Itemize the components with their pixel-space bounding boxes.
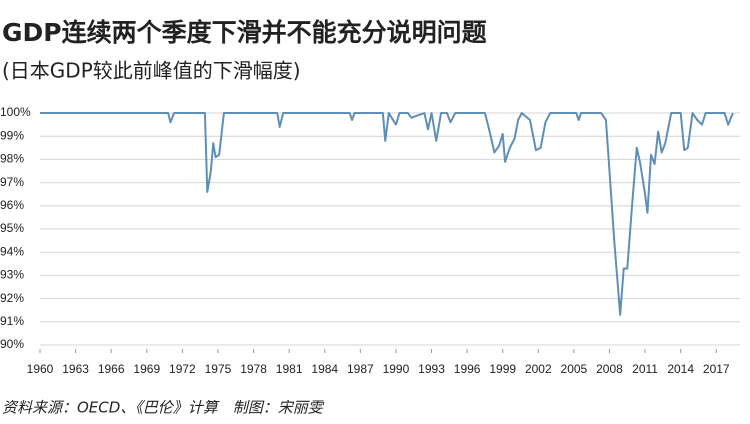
x-tick-label: 2011 (632, 362, 658, 376)
x-tick-label: 1990 (383, 362, 410, 376)
x-tick-label: 2017 (703, 362, 730, 376)
y-tick-label: 95% (0, 221, 24, 235)
x-tick-label: 2002 (525, 362, 552, 376)
x-tick-label: 1987 (347, 362, 374, 376)
x-tick-label: 1966 (98, 362, 125, 376)
x-tick-label: 1960 (27, 362, 54, 376)
x-tick-label: 1996 (454, 362, 481, 376)
x-tick-label: 1975 (205, 362, 232, 376)
x-tick-label: 1969 (133, 362, 160, 376)
x-tick-label: 1999 (489, 362, 516, 376)
x-tick-label: 2008 (596, 362, 623, 376)
x-tick-label: 1981 (276, 362, 303, 376)
x-tick-label: 1993 (418, 362, 445, 376)
y-tick-label: 91% (0, 314, 24, 328)
y-tick-label: 94% (0, 244, 24, 258)
y-tick-label: 90% (0, 337, 24, 351)
x-tick-label: 1978 (240, 362, 267, 376)
source-note: 资料来源：OECD、《巴伦》计算 制图：宋丽雯 (2, 399, 325, 417)
x-tick-label: 1963 (62, 362, 89, 376)
x-tick-label: 2014 (667, 362, 694, 376)
y-tick-label: 100% (0, 105, 31, 119)
x-tick-label: 1984 (311, 362, 338, 376)
chart-subtitle: (日本GDP较此前峰值的下滑幅度) (2, 59, 301, 83)
x-tick-label: 2005 (561, 362, 588, 376)
data-line (40, 112, 734, 316)
x-tick-label: 1972 (169, 362, 196, 376)
y-tick-label: 99% (0, 128, 24, 142)
y-tick-label: 96% (0, 198, 24, 212)
y-tick-label: 92% (0, 291, 24, 305)
y-tick-label: 98% (0, 152, 24, 166)
y-tick-label: 97% (0, 175, 24, 189)
chart-title: GDP连续两个季度下滑并不能充分说明问题 (2, 18, 487, 47)
y-tick-label: 93% (0, 268, 24, 282)
